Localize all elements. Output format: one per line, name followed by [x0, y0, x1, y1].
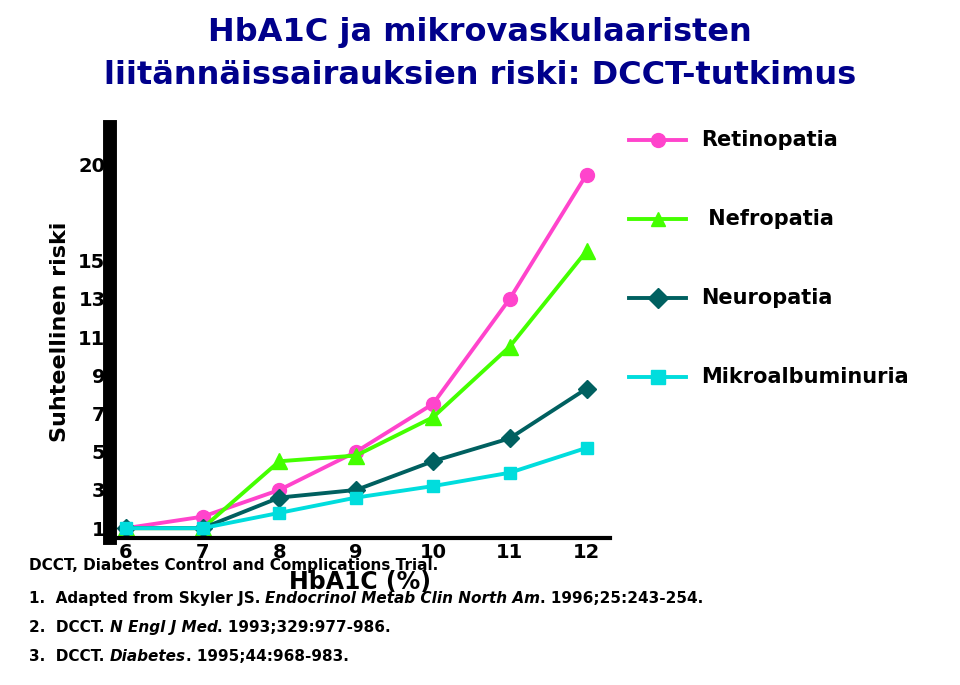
Y-axis label: Suhteellinen riski: Suhteellinen riski	[50, 222, 70, 443]
Text: . 1995;44:968-983.: . 1995;44:968-983.	[185, 649, 348, 664]
Text: Diabetes: Diabetes	[109, 649, 185, 664]
Text: HbA1C ja mikrovaskulaaristen: HbA1C ja mikrovaskulaaristen	[208, 17, 752, 48]
Text: Neuropatia: Neuropatia	[701, 288, 832, 308]
Text: 1.  Adapted from Skyler JS.: 1. Adapted from Skyler JS.	[29, 591, 265, 606]
Text: Endocrinol Metab Clin North Am: Endocrinol Metab Clin North Am	[265, 591, 540, 606]
Text: 3.  DCCT.: 3. DCCT.	[29, 649, 109, 664]
Text: DCCT, Diabetes Control and Complications Trial.: DCCT, Diabetes Control and Complications…	[29, 558, 438, 573]
Text: Nefropatia: Nefropatia	[701, 209, 833, 229]
Text: Mikroalbuminuria: Mikroalbuminuria	[701, 366, 908, 387]
Text: Retinopatia: Retinopatia	[701, 130, 837, 151]
Text: . 1996;25:243-254.: . 1996;25:243-254.	[540, 591, 704, 606]
Text: liitännäissairauksien riski: DCCT-tutkimus: liitännäissairauksien riski: DCCT-tutkim…	[104, 60, 856, 91]
Text: . 1993;329:977-986.: . 1993;329:977-986.	[217, 620, 391, 635]
Text: N Engl J Med: N Engl J Med	[109, 620, 217, 635]
Text: 2.  DCCT.: 2. DCCT.	[29, 620, 109, 635]
X-axis label: HbA1C (%): HbA1C (%)	[289, 570, 431, 594]
